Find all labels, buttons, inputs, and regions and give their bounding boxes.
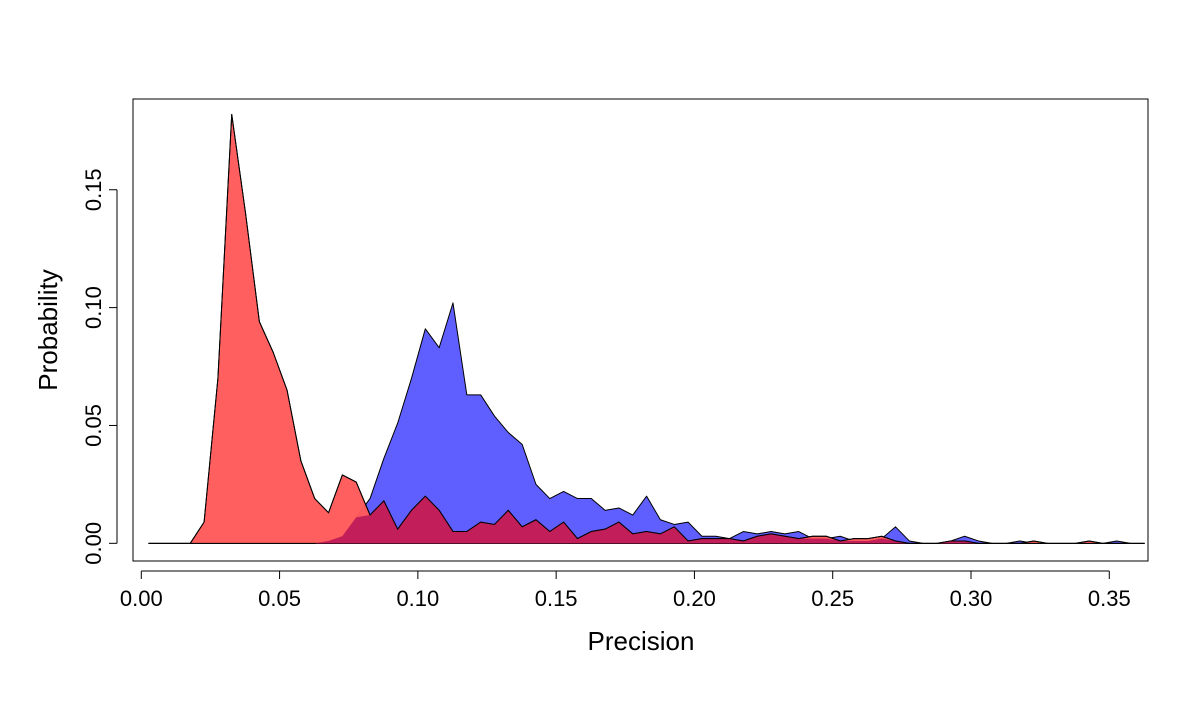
y-axis: 0.00 0.05 0.10 0.15 [81, 168, 118, 565]
y-tick-label: 0.15 [81, 168, 106, 211]
x-tick-label: 0.00 [120, 586, 163, 611]
x-tick-label: 0.30 [950, 586, 993, 611]
y-tick-label: 0.00 [81, 522, 106, 565]
plot-frame [132, 98, 1149, 562]
x-tick-label: 0.35 [1088, 586, 1131, 611]
x-tick-label: 0.05 [258, 586, 301, 611]
x-tick-label: 0.25 [811, 586, 854, 611]
x-axis: 0.00 0.05 0.10 0.15 0.20 0.25 0.30 0.35 [120, 570, 1131, 611]
y-tick-label: 0.10 [81, 286, 106, 329]
y-axis-title: Probability [33, 269, 63, 390]
y-tick-label: 0.05 [81, 404, 106, 447]
x-axis-title: Precision [588, 626, 695, 656]
series-area-2 [148, 113, 1145, 544]
series-layer [148, 113, 1145, 544]
series-overlap-area [148, 496, 1145, 544]
x-tick-label: 0.20 [673, 586, 716, 611]
x-tick-label: 0.10 [396, 586, 439, 611]
x-tick-label: 0.15 [535, 586, 578, 611]
series-outline-2 [148, 114, 1145, 544]
